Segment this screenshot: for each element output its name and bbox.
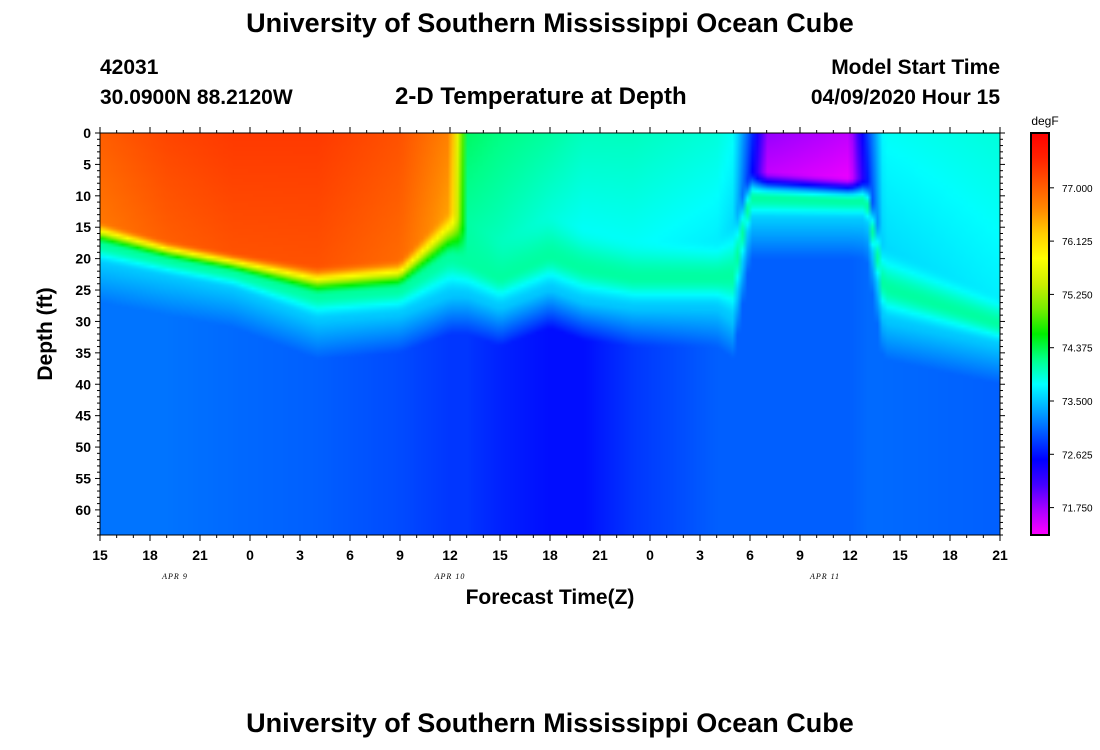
colorbar-label: 72.625 <box>1062 450 1093 461</box>
x-axis: 15 18 21 0 3 6 9 12 15 18 21 0 3 6 9 12 15 18 21 <box>92 127 1008 563</box>
y-tick-label: 15 <box>75 219 91 235</box>
x-tick-label: 12 <box>842 547 858 563</box>
y-tick-label: 10 <box>75 188 91 204</box>
x-tick-label: 15 <box>892 547 908 563</box>
x-tick-label: 15 <box>92 547 108 563</box>
x-tick-label: 21 <box>592 547 608 563</box>
x-tick-label: 6 <box>746 547 754 563</box>
x-tick-label: 21 <box>192 547 208 563</box>
y-tick-label: 40 <box>75 376 91 392</box>
x-tick-label: 18 <box>142 547 158 563</box>
x-tick-label: 18 <box>942 547 958 563</box>
heatmap-image <box>100 133 1000 535</box>
y-tick-label: 20 <box>75 251 91 267</box>
x-tick-label: 18 <box>542 547 558 563</box>
y-tick-label: 0 <box>83 125 91 141</box>
station-id: 42031 <box>100 56 159 79</box>
main-title: University of Southern Mississippi Ocean… <box>246 8 854 38</box>
y-axis-title: Depth (ft) <box>34 287 57 380</box>
y-tick-label: 25 <box>75 282 91 298</box>
date-labels: APR 9 APR 10 APR 11 <box>161 572 840 581</box>
colorbar-label: 71.750 <box>1062 504 1093 515</box>
model-start-time: 04/09/2020 Hour 15 <box>810 86 1000 109</box>
colorbar-label: 74.375 <box>1062 344 1093 355</box>
y-axis: 0 5 10 15 20 25 30 35 40 45 50 55 60 <box>75 125 1005 518</box>
x-axis-title: Forecast Time(Z) <box>466 586 635 609</box>
x-tick-label: 12 <box>442 547 458 563</box>
x-tick-label: 0 <box>646 547 654 563</box>
date-label: APR 11 <box>809 572 840 581</box>
model-start-label: Model Start Time <box>831 56 1000 79</box>
y-tick-label: 35 <box>75 345 91 361</box>
y-tick-label: 50 <box>75 439 91 455</box>
date-label: APR 9 <box>161 572 188 581</box>
colorbar-fill <box>1030 132 1050 536</box>
x-tick-label: 0 <box>246 547 254 563</box>
footer-title: University of Southern Mississippi Ocean… <box>246 708 854 738</box>
colorbar-label: 73.500 <box>1062 397 1093 408</box>
colorbar-label: 77.000 <box>1062 184 1093 195</box>
colorbar: degF 77.000 76.125 75.250 74.375 73.500 72.62… <box>1030 114 1093 536</box>
colorbar-label: 75.250 <box>1062 290 1093 301</box>
y-tick-label: 30 <box>75 313 91 329</box>
station-coords: 30.0900N 88.2120W <box>100 86 293 109</box>
y-tick-label: 60 <box>75 502 91 518</box>
colorbar-label: 76.125 <box>1062 237 1093 248</box>
x-tick-label: 6 <box>346 547 354 563</box>
x-tick-label: 15 <box>492 547 508 563</box>
y-tick-label: 55 <box>75 470 91 486</box>
colorbar-unit: degF <box>1031 114 1058 128</box>
x-tick-label: 21 <box>992 547 1008 563</box>
y-tick-label: 45 <box>75 408 91 424</box>
x-tick-label: 9 <box>796 547 804 563</box>
x-tick-label: 3 <box>696 547 704 563</box>
chart-title: 2-D Temperature at Depth <box>395 83 687 110</box>
x-tick-label: 9 <box>396 547 404 563</box>
date-label: APR 10 <box>434 572 466 581</box>
x-tick-label: 3 <box>296 547 304 563</box>
minor-ticks <box>97 130 1003 538</box>
y-tick-label: 5 <box>83 156 91 172</box>
